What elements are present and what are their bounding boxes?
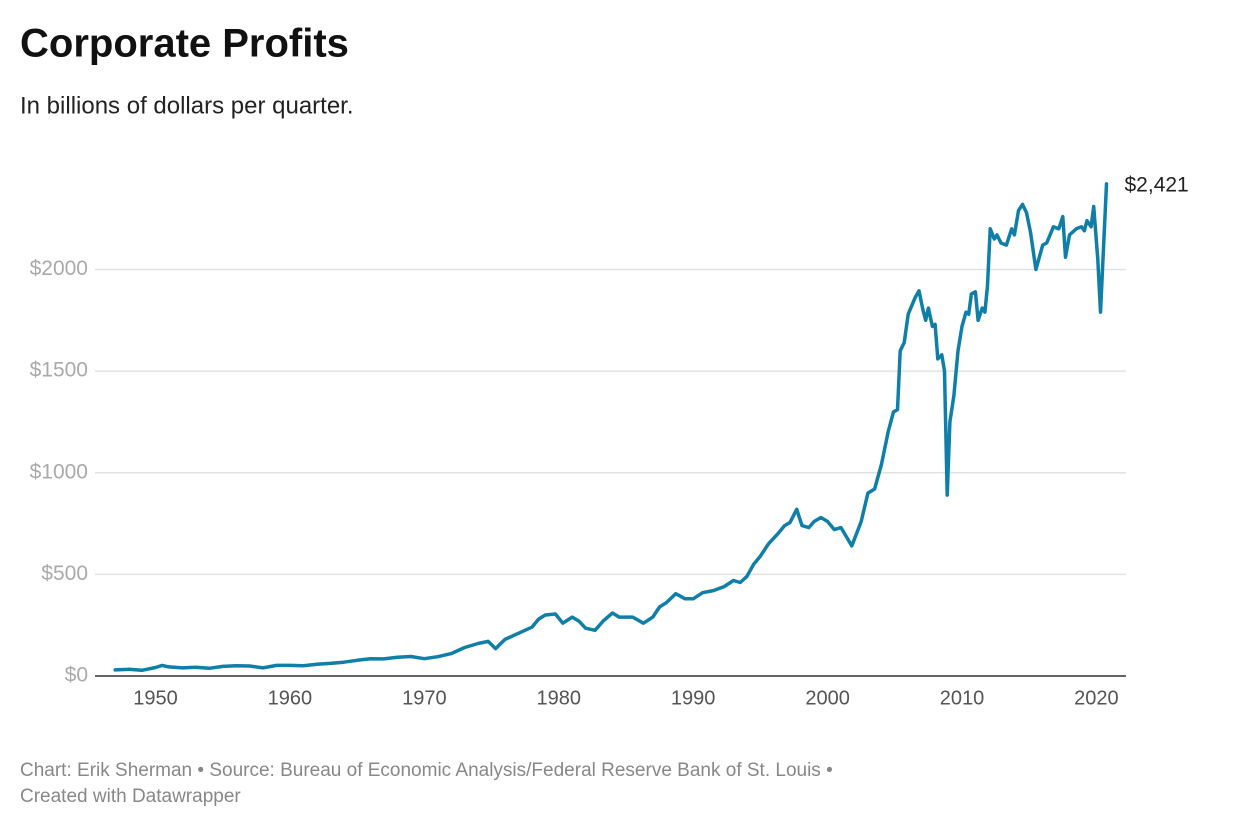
y-tick-label: $2000 [30,257,88,280]
x-tick-label: 2020 [1074,687,1119,709]
value-label: $2,421 [1125,173,1189,196]
x-tick-label: 1950 [133,687,178,709]
x-tick-label: 1980 [536,687,581,709]
x-tick-label: 1990 [671,687,716,709]
chart-title: Corporate Profits [20,22,349,66]
credits: Chart: Erik Sherman • Source: Bureau of … [20,760,833,781]
line-series [113,182,1109,673]
y-tick-label: $1500 [30,359,88,382]
x-tick-label: 2010 [940,687,985,709]
y-tick-label: $1000 [30,460,88,483]
credits: Created with Datawrapper [20,786,241,807]
x-tick-label: 1970 [402,687,447,709]
x-tick-label: 1960 [268,687,313,709]
chart-subtitle: In billions of dollars per quarter. [20,92,354,119]
y-tick-label: $0 [65,664,88,687]
y-tick-label: $500 [41,562,88,585]
x-tick-label: 2000 [805,687,850,709]
